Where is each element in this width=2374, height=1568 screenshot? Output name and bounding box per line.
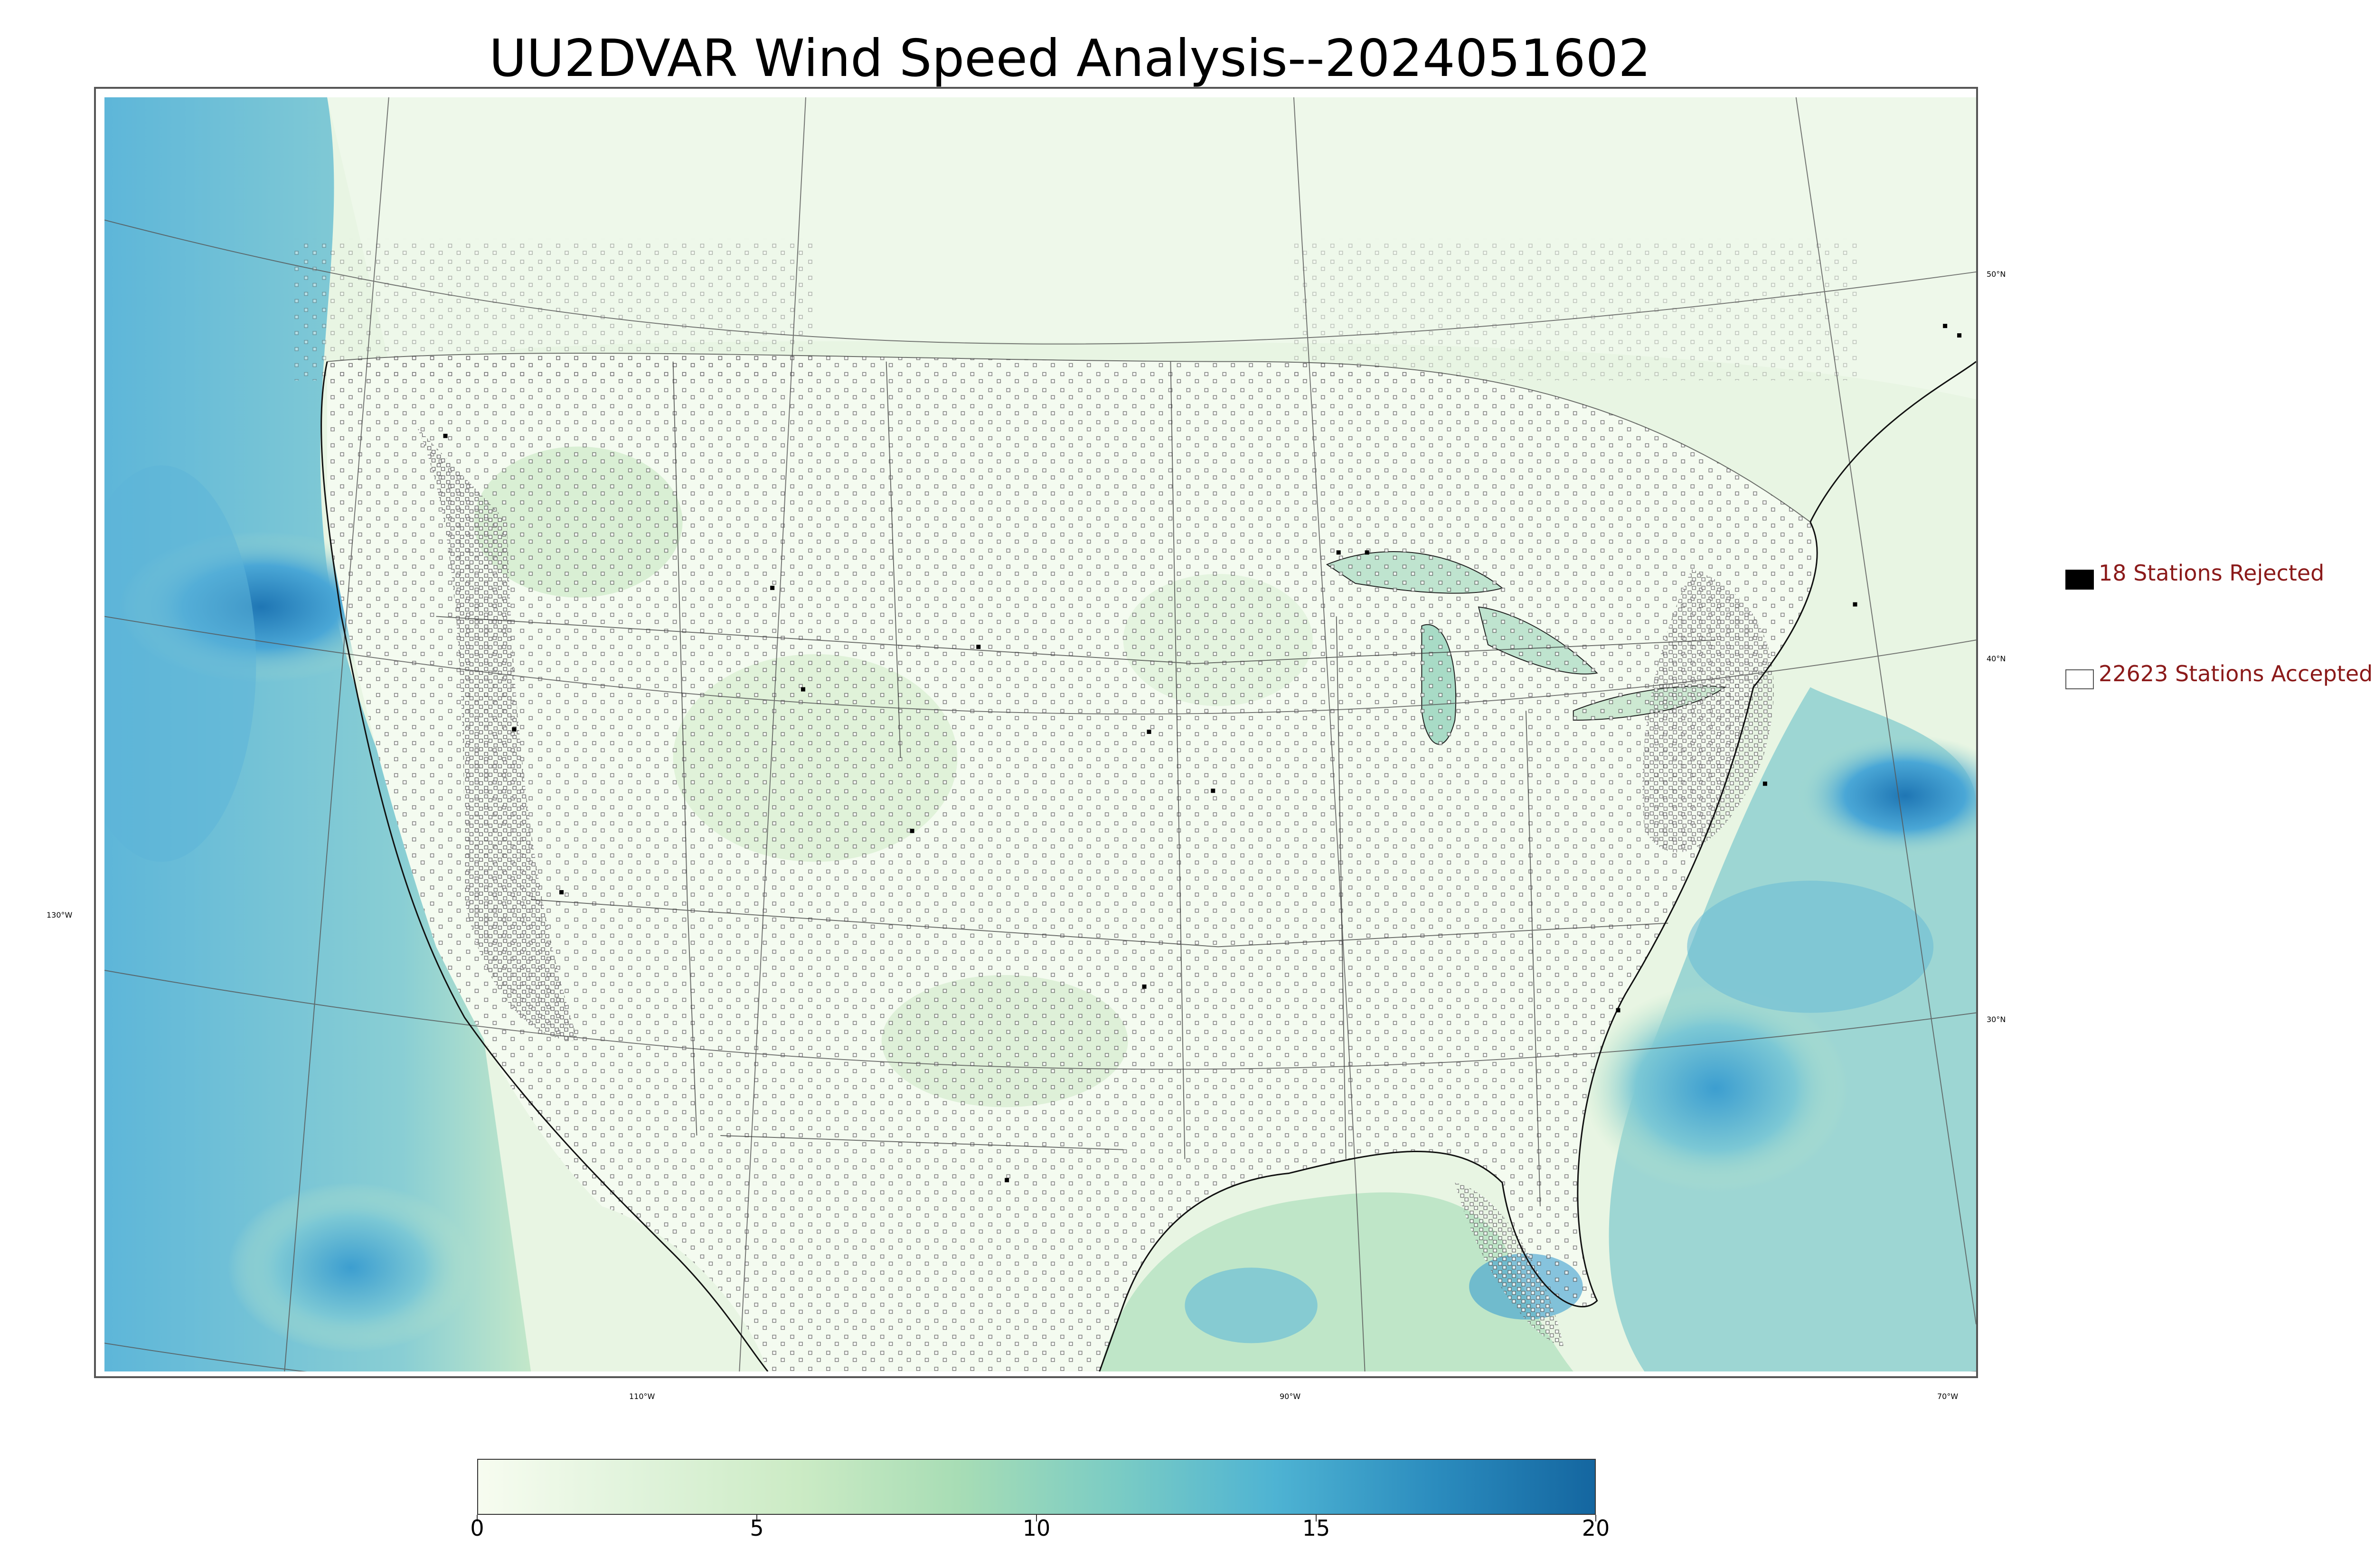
colorbar-tick-label: 15 [1302,1515,1330,1541]
lon-label-130: 130°W [47,911,73,920]
wind-speed-map[interactable] [104,97,1976,1371]
colorbar-tick-label: 20 [1582,1515,1610,1541]
colorbar-tick-mark [1595,1515,1596,1521]
lat-label-50: 50°N [1987,270,2006,279]
colorbar-tick-mark [1316,1515,1317,1521]
colorbar-tick-mark [477,1515,478,1521]
colorbar-tick-label: 10 [1022,1515,1051,1541]
lon-label-90: 90°W [1280,1392,1301,1401]
colorbar-tick-label: 5 [750,1515,764,1541]
colorbar-tick-mark [756,1515,757,1521]
colorbar-tick-mark [1036,1515,1037,1521]
rejected-legend-label: 18 Stations Rejected [2099,560,2325,586]
colorbar-tick-label: 0 [470,1515,484,1541]
accepted-legend-swatch [2065,669,2094,689]
map-title: UU2DVAR Wind Speed Analysis--2024051602 [489,29,1651,88]
lat-label-30: 30°N [1987,1015,2006,1024]
wind-speed-colorbar [477,1459,1596,1515]
lon-label-70: 70°W [1937,1392,1959,1401]
rejected-legend-swatch [2065,570,2094,590]
rejected-stations [443,324,1962,1183]
lat-label-40: 40°N [1987,654,2006,663]
map-canvas [104,97,1976,1371]
accepted-legend-label: 22623 Stations Accepted [2099,661,2373,686]
map-frame [94,87,1978,1378]
lon-label-110: 110°W [629,1392,655,1401]
